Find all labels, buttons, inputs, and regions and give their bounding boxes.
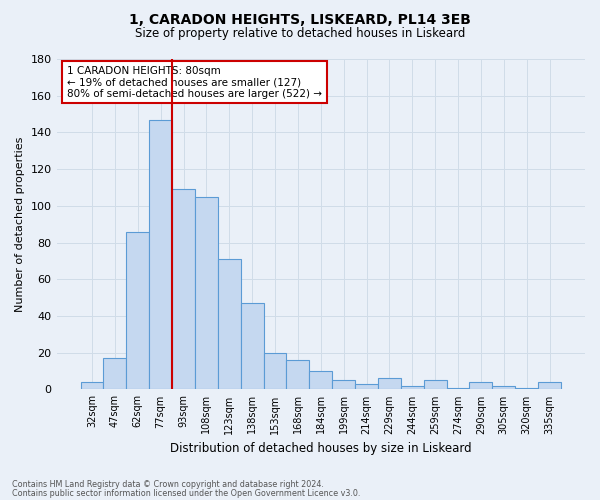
Text: Contains HM Land Registry data © Crown copyright and database right 2024.: Contains HM Land Registry data © Crown c…: [12, 480, 324, 489]
Bar: [515, 388, 538, 390]
Bar: [332, 380, 355, 390]
Bar: [80, 382, 103, 390]
Bar: [538, 382, 561, 390]
Bar: [149, 120, 172, 390]
Text: 1 CARADON HEIGHTS: 80sqm
← 19% of detached houses are smaller (127)
80% of semi-: 1 CARADON HEIGHTS: 80sqm ← 19% of detach…: [67, 66, 322, 99]
Text: Size of property relative to detached houses in Liskeard: Size of property relative to detached ho…: [135, 28, 465, 40]
Bar: [218, 259, 241, 390]
Bar: [195, 196, 218, 390]
Bar: [378, 378, 401, 390]
Bar: [424, 380, 446, 390]
Bar: [103, 358, 127, 390]
Bar: [355, 384, 378, 390]
Bar: [172, 190, 195, 390]
Bar: [401, 386, 424, 390]
Bar: [286, 360, 310, 390]
Bar: [469, 382, 493, 390]
Bar: [263, 352, 286, 390]
Bar: [446, 388, 469, 390]
Bar: [310, 371, 332, 390]
Text: Contains public sector information licensed under the Open Government Licence v3: Contains public sector information licen…: [12, 489, 361, 498]
X-axis label: Distribution of detached houses by size in Liskeard: Distribution of detached houses by size …: [170, 442, 472, 455]
Bar: [241, 303, 263, 390]
Text: 1, CARADON HEIGHTS, LISKEARD, PL14 3EB: 1, CARADON HEIGHTS, LISKEARD, PL14 3EB: [129, 12, 471, 26]
Y-axis label: Number of detached properties: Number of detached properties: [15, 136, 25, 312]
Bar: [127, 232, 149, 390]
Bar: [493, 386, 515, 390]
